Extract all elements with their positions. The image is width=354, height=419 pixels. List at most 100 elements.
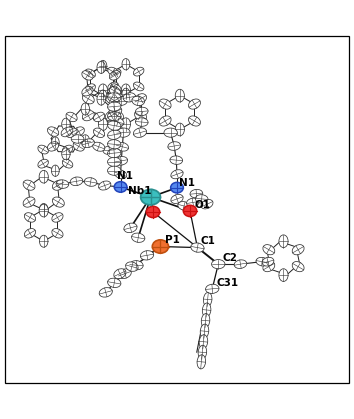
Ellipse shape xyxy=(51,165,59,176)
Ellipse shape xyxy=(171,182,183,193)
Text: Nb1: Nb1 xyxy=(128,186,151,197)
Ellipse shape xyxy=(51,137,59,148)
Ellipse shape xyxy=(121,84,131,97)
Ellipse shape xyxy=(178,202,190,210)
Ellipse shape xyxy=(132,233,145,242)
Ellipse shape xyxy=(262,257,274,266)
Ellipse shape xyxy=(159,99,171,109)
Ellipse shape xyxy=(93,112,105,122)
Ellipse shape xyxy=(112,94,124,104)
Ellipse shape xyxy=(189,116,200,126)
Ellipse shape xyxy=(39,204,48,217)
Ellipse shape xyxy=(98,118,108,130)
Ellipse shape xyxy=(197,355,206,369)
Ellipse shape xyxy=(191,243,204,252)
Ellipse shape xyxy=(175,123,184,136)
Ellipse shape xyxy=(133,67,144,76)
Ellipse shape xyxy=(81,135,90,147)
Ellipse shape xyxy=(109,70,120,80)
Text: N1: N1 xyxy=(117,171,133,181)
Ellipse shape xyxy=(114,269,126,279)
Ellipse shape xyxy=(98,84,108,97)
Ellipse shape xyxy=(110,84,121,93)
Ellipse shape xyxy=(256,257,269,266)
Ellipse shape xyxy=(82,86,93,96)
Ellipse shape xyxy=(73,142,84,151)
Ellipse shape xyxy=(121,118,131,130)
Text: O1: O1 xyxy=(194,200,210,210)
Ellipse shape xyxy=(112,111,124,121)
Ellipse shape xyxy=(171,194,183,204)
Ellipse shape xyxy=(135,111,147,121)
Ellipse shape xyxy=(183,205,197,217)
Ellipse shape xyxy=(114,96,127,106)
Ellipse shape xyxy=(108,121,121,130)
Ellipse shape xyxy=(292,261,304,272)
Ellipse shape xyxy=(279,269,288,282)
Ellipse shape xyxy=(108,67,118,76)
Ellipse shape xyxy=(263,261,275,272)
Ellipse shape xyxy=(108,111,121,121)
Ellipse shape xyxy=(108,148,121,158)
Ellipse shape xyxy=(141,189,160,205)
Ellipse shape xyxy=(40,235,48,247)
Ellipse shape xyxy=(170,156,183,164)
Ellipse shape xyxy=(168,142,181,150)
Ellipse shape xyxy=(99,90,107,101)
Ellipse shape xyxy=(61,127,73,137)
Ellipse shape xyxy=(122,59,130,70)
Ellipse shape xyxy=(97,93,105,105)
Ellipse shape xyxy=(38,159,48,168)
Ellipse shape xyxy=(24,229,36,238)
Ellipse shape xyxy=(82,70,93,80)
Ellipse shape xyxy=(38,145,48,154)
Ellipse shape xyxy=(66,128,77,137)
Ellipse shape xyxy=(110,69,121,78)
Ellipse shape xyxy=(204,292,212,306)
Ellipse shape xyxy=(171,170,183,179)
Ellipse shape xyxy=(141,251,154,260)
Ellipse shape xyxy=(108,82,118,91)
Ellipse shape xyxy=(112,118,124,127)
Ellipse shape xyxy=(52,197,64,207)
Ellipse shape xyxy=(152,240,169,253)
Ellipse shape xyxy=(108,102,121,111)
Ellipse shape xyxy=(81,103,90,115)
Ellipse shape xyxy=(93,142,105,151)
Ellipse shape xyxy=(47,142,59,151)
Ellipse shape xyxy=(206,284,219,293)
Ellipse shape xyxy=(200,324,209,338)
Ellipse shape xyxy=(117,128,130,137)
Ellipse shape xyxy=(52,229,63,238)
Text: P1: P1 xyxy=(165,235,179,245)
Ellipse shape xyxy=(62,145,73,154)
Ellipse shape xyxy=(212,260,225,269)
Ellipse shape xyxy=(82,111,94,121)
Ellipse shape xyxy=(118,269,131,279)
Ellipse shape xyxy=(97,62,105,73)
Ellipse shape xyxy=(198,345,207,360)
Ellipse shape xyxy=(47,127,59,136)
Ellipse shape xyxy=(190,189,203,198)
Ellipse shape xyxy=(122,88,130,99)
Ellipse shape xyxy=(56,180,69,189)
Ellipse shape xyxy=(40,204,48,215)
Text: C1: C1 xyxy=(201,236,216,246)
Ellipse shape xyxy=(85,84,95,93)
Ellipse shape xyxy=(109,86,120,96)
Ellipse shape xyxy=(202,303,211,317)
Ellipse shape xyxy=(115,157,127,165)
Ellipse shape xyxy=(116,142,129,151)
Ellipse shape xyxy=(126,262,138,272)
Ellipse shape xyxy=(136,107,148,116)
Ellipse shape xyxy=(114,182,127,192)
Ellipse shape xyxy=(99,60,107,72)
Ellipse shape xyxy=(70,177,83,186)
Ellipse shape xyxy=(98,181,111,190)
Ellipse shape xyxy=(23,180,35,190)
Ellipse shape xyxy=(175,89,184,102)
Ellipse shape xyxy=(133,82,144,91)
Ellipse shape xyxy=(99,287,112,297)
Ellipse shape xyxy=(82,139,95,147)
Ellipse shape xyxy=(124,223,137,233)
